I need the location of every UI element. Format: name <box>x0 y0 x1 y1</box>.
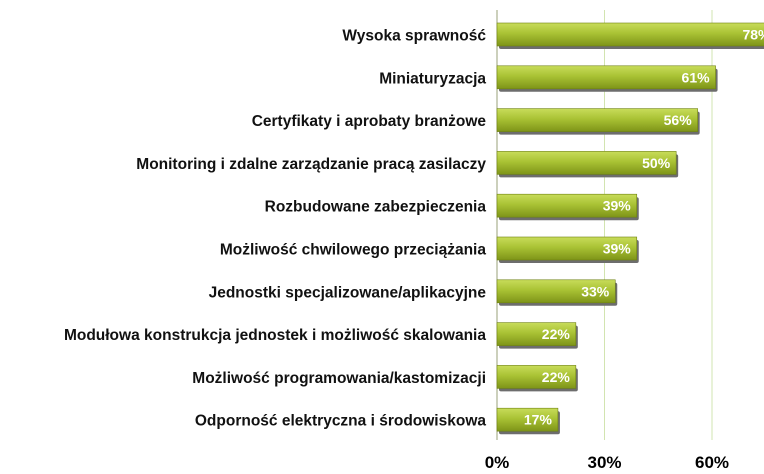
category-label: Monitoring i zdalne zarządzanie pracą za… <box>136 156 486 173</box>
category-label: Modułowa konstrukcja jednostek i możliwo… <box>64 327 486 344</box>
value-label: 61% <box>682 69 711 85</box>
value-label: 39% <box>603 241 632 257</box>
value-label: 50% <box>642 155 671 171</box>
bar <box>496 279 616 304</box>
category-label: Certyfikaty i aprobaty branżowe <box>252 113 487 130</box>
category-label: Rozbudowane zabezpieczenia <box>265 199 487 216</box>
category-label: Odporność elektryczna i środowiskowa <box>195 413 487 430</box>
category-label: Możliwość chwilowego przeciążania <box>220 242 487 259</box>
category-label: Możliwość programowania/kastomizacji <box>192 370 486 387</box>
x-tick-label: 30% <box>587 453 621 472</box>
bar <box>496 151 677 175</box>
category-labels: Wysoka sprawność Miniaturyzacja Certyfikat… <box>64 28 486 430</box>
bar <box>496 193 638 218</box>
category-label: Wysoka sprawność <box>342 28 486 45</box>
bar <box>496 365 577 389</box>
bar <box>496 322 577 346</box>
bar <box>496 65 716 90</box>
category-label: Miniaturyzacja <box>379 70 486 87</box>
bar <box>496 108 698 132</box>
bar <box>496 236 638 261</box>
value-label: 22% <box>542 369 571 385</box>
x-axis-ticks: 0% 30% 60% <box>485 453 729 472</box>
x-tick-label: 0% <box>485 453 510 472</box>
value-label: 17% <box>524 412 553 428</box>
category-label: Jednostki specjalizowane/aplikacyjne <box>209 284 487 301</box>
value-label: 22% <box>542 326 571 342</box>
bar <box>496 22 764 47</box>
value-label: 33% <box>581 283 610 299</box>
value-label: 78% <box>742 27 764 43</box>
value-label: 39% <box>603 198 632 214</box>
x-tick-label: 60% <box>695 453 729 472</box>
bar <box>496 407 559 432</box>
value-label: 56% <box>664 112 693 128</box>
bars: 78% 61% 56% 50% 39% 39% 33% 22% 22% 17% <box>496 22 764 435</box>
